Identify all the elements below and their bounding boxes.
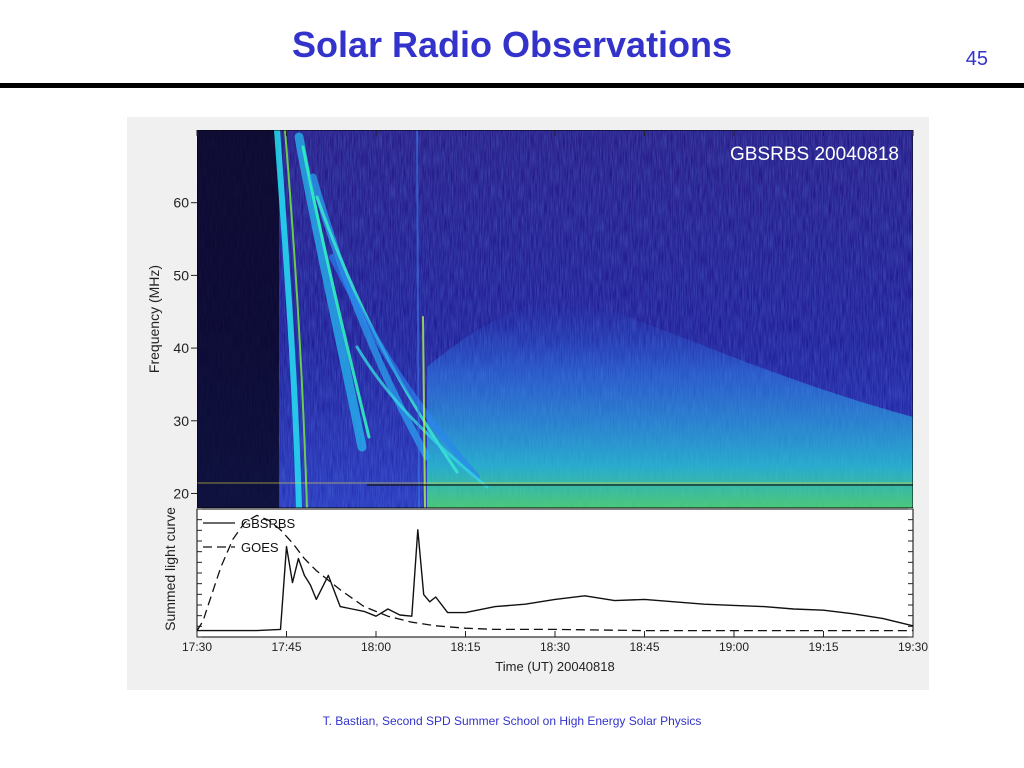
time-tick-label: 17:30 xyxy=(182,640,212,654)
pre-flare-dark-region xyxy=(197,130,279,508)
time-axis-label: Time (UT) 20040818 xyxy=(495,659,614,674)
frequency-tick-label: 20 xyxy=(173,485,189,501)
page-number: 45 xyxy=(965,48,988,70)
time-tick-label: 19:15 xyxy=(808,640,838,654)
slide-title: Solar Radio Observations xyxy=(291,24,733,65)
light-curve-axis-label: Summed light curve xyxy=(162,507,178,631)
spectrogram-panel xyxy=(197,130,913,508)
figure-panel: GBSRBS 20040818 20 30 40 50 60 Frequency (MH… xyxy=(127,117,929,690)
light-curve-frame xyxy=(196,508,914,638)
legend-label: GOES xyxy=(241,540,279,555)
light-curve-panel: GBSRBS GOES xyxy=(196,508,914,638)
light-curve-series xyxy=(197,514,913,632)
frequency-tick-label: 40 xyxy=(173,340,189,356)
diffuse-emission xyxy=(427,300,913,508)
title-divider xyxy=(0,83,1024,88)
series-line-gbsrbs xyxy=(197,529,913,632)
frequency-tick-label: 50 xyxy=(173,267,189,283)
spectrogram-title: GBSRBS 20040818 xyxy=(730,144,899,165)
time-tick-label: 19:00 xyxy=(719,640,749,654)
time-tick-label: 19:30 xyxy=(898,640,928,654)
series-line-goes xyxy=(197,514,913,632)
time-tick-label: 18:00 xyxy=(361,640,391,654)
frequency-tick-label: 60 xyxy=(173,195,189,211)
frequency-axis-ticks: 20 30 40 50 60 xyxy=(173,195,197,501)
legend-label: GBSRBS xyxy=(241,516,296,531)
time-tick-label: 18:30 xyxy=(540,640,570,654)
time-axis-ticks: 17:30 17:45 18:00 18:15 18:30 18:45 19:00 19:15… xyxy=(182,130,928,654)
light-curve-legend: GBSRBS GOES xyxy=(203,516,296,555)
frequency-axis-label: Frequency (MHz) xyxy=(146,265,162,373)
time-tick-label: 18:15 xyxy=(450,640,480,654)
figure-svg: GBSRBS 20040818 20 30 40 50 60 Frequency (MH… xyxy=(146,130,928,674)
burst-lanes xyxy=(274,130,489,508)
slide-footer: T. Bastian, Second SPD Summer School on … xyxy=(322,714,702,728)
time-tick-label: 17:45 xyxy=(271,640,301,654)
time-tick-label: 18:45 xyxy=(629,640,659,654)
frequency-tick-label: 30 xyxy=(173,413,189,429)
